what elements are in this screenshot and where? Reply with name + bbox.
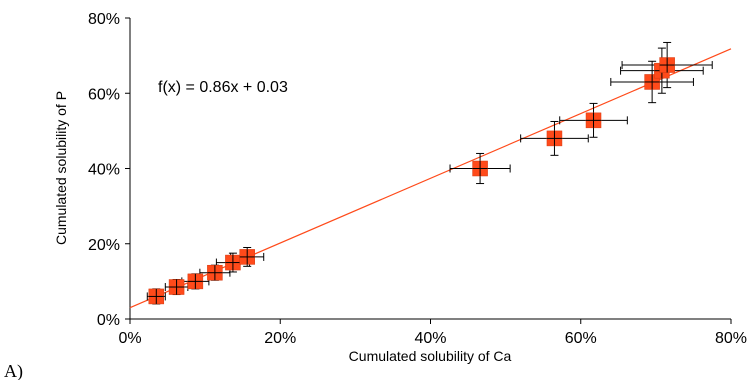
y-axis-title: Cumulated solubility of P	[53, 91, 69, 245]
x-axis-title: Cumulated solubility of Ca	[349, 348, 512, 364]
panel-label: A)	[4, 361, 23, 380]
y-tick-label: 0%	[97, 312, 120, 329]
y-tick-label: 40%	[88, 162, 120, 179]
x-tick-label: 80%	[715, 330, 747, 347]
x-tick-label: 40%	[414, 330, 446, 347]
y-tick-label: 60%	[88, 86, 120, 103]
data-points-layer	[148, 57, 675, 305]
x-tick-label: 0%	[118, 330, 141, 347]
y-tick-label: 20%	[88, 237, 120, 254]
trendline-equation: f(x) = 0.86x + 0.03	[158, 79, 288, 96]
x-tick-label: 60%	[565, 330, 597, 347]
y-tick-label: 80%	[88, 11, 120, 28]
tick-labels: 0% 20% 40% 60% 80% 0% 20% 40% 60% 80%	[88, 11, 747, 347]
x-tick-label: 20%	[264, 330, 296, 347]
axes	[125, 17, 732, 324]
